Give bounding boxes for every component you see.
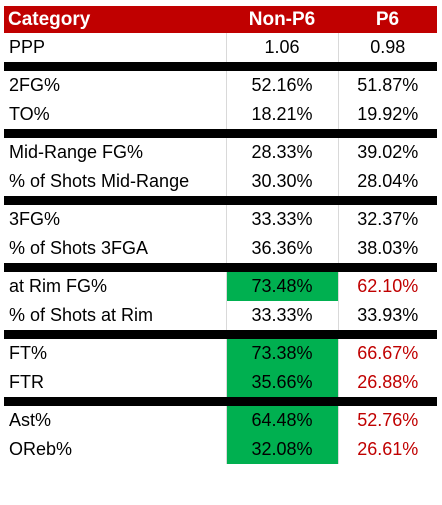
table-row: 2FG% 52.16% 51.87% [4,71,437,100]
separator-bar [4,330,437,339]
table-row: % of Shots at Rim 33.33% 33.93% [4,301,437,330]
header-non-p6: Non-P6 [226,6,338,33]
separator-row [4,330,437,339]
separator-row [4,196,437,205]
non-p6-value: 1.06 [225,33,338,62]
non-p6-value: 64.48% [225,406,338,435]
row-label: PPP [9,37,46,57]
table-row: % of Shots Mid-Range 30.30% 28.04% [4,167,437,196]
table-row: OReb% 32.08% 26.61% [4,435,437,464]
p6-value: 28.04% [337,167,437,196]
p6-value: 52.76% [337,406,437,435]
stats-table: Category Non-P6 P6 PPP 1.06 0.98 2FG% 52.16%… [4,6,437,464]
row-label: Ast% [9,410,52,430]
header-row: Category Non-P6 P6 [4,6,437,33]
non-p6-value: 32.08% [225,435,338,464]
p6-value: 66.67% [337,339,437,368]
non-p6-value: 30.30% [225,167,338,196]
non-p6-value: 52.16% [225,71,338,100]
separator-row [4,263,437,272]
p6-value: 39.02% [337,138,437,167]
non-p6-value: 73.38% [225,339,338,368]
separator-bar [4,196,437,205]
non-p6-value: 33.33% [225,205,338,234]
table-row: FT% 73.38% 66.67% [4,339,437,368]
p6-value: 32.37% [337,205,437,234]
separator-row [4,397,437,406]
separator-bar [4,129,437,138]
table-row: Mid-Range FG% 28.33% 39.02% [4,138,437,167]
row-label: FTR [9,372,44,392]
non-p6-value: 33.33% [225,301,338,330]
p6-value: 19.92% [337,100,437,129]
non-p6-value: 28.33% [225,138,338,167]
row-label: % of Shots Mid-Range [9,171,190,191]
table-row: TO% 18.21% 19.92% [4,100,437,129]
row-label: % of Shots 3FGA [9,238,149,258]
p6-value: 0.98 [337,33,437,62]
header-p6: P6 [338,6,437,33]
row-label: 2FG% [9,75,61,95]
table-row: 3FG% 33.33% 32.37% [4,205,437,234]
row-label: FT% [9,343,47,363]
separator-row [4,62,437,71]
table-row: PPP 1.06 0.98 [4,33,437,62]
non-p6-value: 36.36% [225,234,338,263]
table-row: at Rim FG% 73.48% 62.10% [4,272,437,301]
row-label: at Rim FG% [9,276,108,296]
table-row: FTR 35.66% 26.88% [4,368,437,397]
p6-value: 26.61% [337,435,437,464]
table-row: Ast% 64.48% 52.76% [4,406,437,435]
row-label: Mid-Range FG% [9,142,144,162]
p6-value: 51.87% [337,71,437,100]
table-body: PPP 1.06 0.98 2FG% 52.16% 51.87% TO% 18.21% 19.9… [4,33,437,464]
non-p6-value: 35.66% [225,368,338,397]
row-label: % of Shots at Rim [9,305,154,325]
separator-bar [4,263,437,272]
non-p6-value: 18.21% [225,100,338,129]
p6-value: 26.88% [337,368,437,397]
header-category: Category [4,6,226,33]
table-row: % of Shots 3FGA 36.36% 38.03% [4,234,437,263]
stats-table-container: Category Non-P6 P6 PPP 1.06 0.98 2FG% 52.16%… [4,6,437,464]
separator-row [4,129,437,138]
p6-value: 33.93% [337,301,437,330]
separator-bar [4,62,437,71]
p6-value: 38.03% [337,234,437,263]
row-label: OReb% [9,439,73,459]
non-p6-value: 73.48% [225,272,338,301]
row-label: 3FG% [9,209,61,229]
p6-value: 62.10% [337,272,437,301]
row-label: TO% [9,104,50,124]
separator-bar [4,397,437,406]
